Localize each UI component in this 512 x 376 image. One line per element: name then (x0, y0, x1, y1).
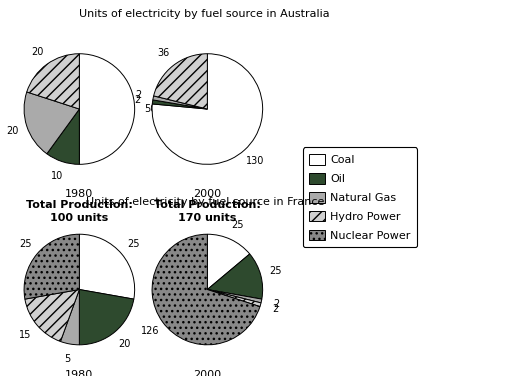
Text: 100 units: 100 units (50, 213, 109, 223)
Text: 25: 25 (19, 239, 31, 249)
Text: 25: 25 (269, 266, 282, 276)
Wedge shape (24, 234, 79, 299)
Text: 25: 25 (127, 239, 140, 249)
Wedge shape (79, 290, 134, 345)
Text: 20: 20 (6, 126, 18, 136)
Wedge shape (79, 54, 135, 164)
Text: Total Production:: Total Production: (154, 200, 261, 210)
Text: 2: 2 (135, 90, 141, 100)
Text: 2: 2 (134, 95, 140, 105)
Wedge shape (153, 96, 207, 109)
Wedge shape (152, 234, 260, 345)
Wedge shape (207, 234, 250, 290)
Wedge shape (60, 290, 79, 345)
Text: Units of electricity by fuel source in Australia: Units of electricity by fuel source in A… (79, 9, 330, 20)
Text: 15: 15 (19, 330, 31, 340)
Wedge shape (152, 54, 263, 164)
Wedge shape (152, 100, 207, 109)
Wedge shape (25, 290, 79, 341)
Text: 2: 2 (273, 299, 280, 309)
Legend: Coal, Oil, Natural Gas, Hydro Power, Nuclear Power: Coal, Oil, Natural Gas, Hydro Power, Nuc… (303, 147, 417, 247)
Wedge shape (207, 254, 263, 299)
Text: 5: 5 (64, 354, 70, 364)
Wedge shape (24, 92, 79, 154)
Wedge shape (47, 109, 79, 164)
Text: 50: 50 (144, 104, 156, 114)
Text: 126: 126 (141, 326, 159, 336)
Wedge shape (154, 54, 207, 109)
Wedge shape (207, 290, 262, 303)
Text: 2: 2 (272, 304, 279, 314)
Wedge shape (79, 234, 135, 299)
Text: 20: 20 (32, 47, 44, 57)
Text: Units of electricity by fuel source in France: Units of electricity by fuel source in F… (86, 197, 324, 208)
Text: 1980: 1980 (65, 189, 94, 199)
Text: 130: 130 (246, 156, 264, 166)
Text: 20: 20 (119, 339, 131, 349)
Text: 10: 10 (51, 171, 63, 181)
Text: 25: 25 (231, 220, 244, 230)
Text: 170 units: 170 units (178, 213, 237, 223)
Text: 2000: 2000 (194, 189, 221, 199)
Wedge shape (207, 290, 261, 306)
Text: 2000: 2000 (194, 370, 221, 376)
Text: Total Production:: Total Production: (26, 200, 133, 210)
Text: 36: 36 (158, 49, 170, 58)
Wedge shape (27, 54, 79, 109)
Text: 1980: 1980 (65, 370, 94, 376)
